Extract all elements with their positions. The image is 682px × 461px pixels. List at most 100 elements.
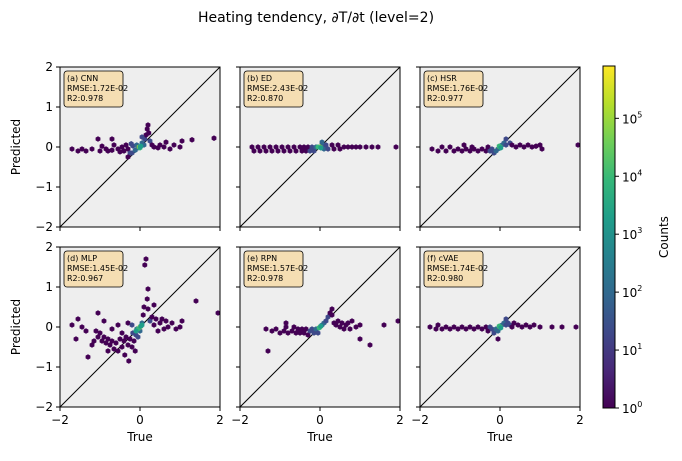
colorbar-tick-label: 102 [622, 284, 642, 300]
data-point [145, 286, 151, 292]
colorbar-tick-label: 101 [622, 342, 642, 358]
data-point [129, 322, 135, 328]
data-point [79, 146, 85, 152]
data-point [467, 324, 473, 330]
metrics-box [243, 250, 304, 288]
metric-label: R2:0.870 [247, 94, 283, 103]
data-point [319, 139, 325, 145]
data-point [167, 146, 173, 152]
y-tick-label: 0 [45, 320, 53, 334]
data-point [299, 148, 305, 154]
data-point [177, 144, 183, 150]
data-point [309, 144, 315, 150]
data-point [161, 326, 167, 332]
metric-label: RMSE:1.45E-02 [67, 264, 128, 273]
data-point [179, 318, 185, 324]
data-point [171, 142, 177, 148]
data-point [511, 320, 517, 326]
data-point [143, 256, 149, 262]
data-point [467, 148, 473, 154]
data-point [145, 122, 151, 128]
data-point [369, 144, 375, 150]
data-point [125, 146, 131, 152]
data-point [121, 148, 127, 154]
data-point [357, 144, 363, 150]
data-point [281, 328, 287, 334]
data-point [459, 148, 465, 154]
data-point [517, 142, 523, 148]
data-point [447, 144, 453, 150]
x-tick-label: −2 [231, 413, 249, 427]
data-point [367, 342, 373, 348]
data-point [357, 336, 363, 342]
data-point [79, 324, 85, 330]
data-point [101, 318, 107, 324]
data-point [537, 142, 543, 148]
data-point [495, 336, 501, 342]
data-point [447, 326, 453, 332]
data-point [289, 328, 295, 334]
data-point [345, 144, 351, 150]
data-point [89, 342, 95, 348]
data-point [85, 354, 91, 360]
y-axis-label: Predicted [9, 119, 23, 175]
data-point [297, 330, 303, 336]
data-point [353, 144, 359, 150]
metric-label: RMSE:1.57E-02 [247, 264, 308, 273]
y-tick-label: 1 [45, 100, 53, 114]
data-point [267, 144, 273, 150]
data-point [439, 144, 445, 150]
metric-label: RMSE:1.74E-02 [427, 264, 488, 273]
data-point [109, 338, 115, 344]
data-point [287, 148, 293, 154]
y-tick-label: −2 [35, 400, 53, 414]
data-point [349, 144, 355, 150]
data-point [305, 144, 311, 150]
data-point [169, 320, 175, 326]
data-point [533, 143, 539, 149]
data-point [435, 322, 441, 328]
colorbar-tick-base: 10 [622, 170, 637, 184]
data-point [69, 322, 75, 328]
data-point [113, 340, 119, 346]
data-point [479, 146, 485, 152]
dense-bin [318, 323, 324, 329]
colorbar-tick-label: 104 [622, 168, 642, 184]
data-point [93, 328, 99, 334]
x-tick-label: 2 [216, 413, 224, 427]
data-point [337, 324, 343, 330]
data-point [211, 135, 217, 141]
data-point [323, 318, 329, 324]
data-point [75, 316, 81, 322]
data-point [329, 312, 335, 318]
data-point [475, 148, 481, 154]
data-point [329, 142, 335, 148]
data-point [91, 338, 97, 344]
dense-bin [498, 145, 504, 151]
data-point [323, 142, 329, 148]
data-point [285, 330, 291, 336]
data-point [261, 144, 267, 150]
data-point [435, 148, 441, 154]
data-point [117, 149, 123, 155]
data-point [144, 126, 150, 132]
metrics-box [63, 70, 124, 108]
data-point [443, 324, 449, 330]
data-point [105, 148, 111, 154]
data-point [307, 148, 313, 154]
data-point [503, 142, 509, 148]
data-point [283, 320, 289, 326]
data-point [283, 324, 289, 330]
data-point [95, 334, 101, 340]
data-point [215, 310, 221, 316]
y-tick-label: −1 [35, 360, 53, 374]
data-point [393, 144, 399, 150]
data-point [139, 134, 145, 140]
data-point [429, 146, 435, 152]
data-point [119, 344, 125, 350]
data-point [281, 148, 287, 154]
data-point [83, 328, 89, 334]
data-point [483, 148, 489, 154]
